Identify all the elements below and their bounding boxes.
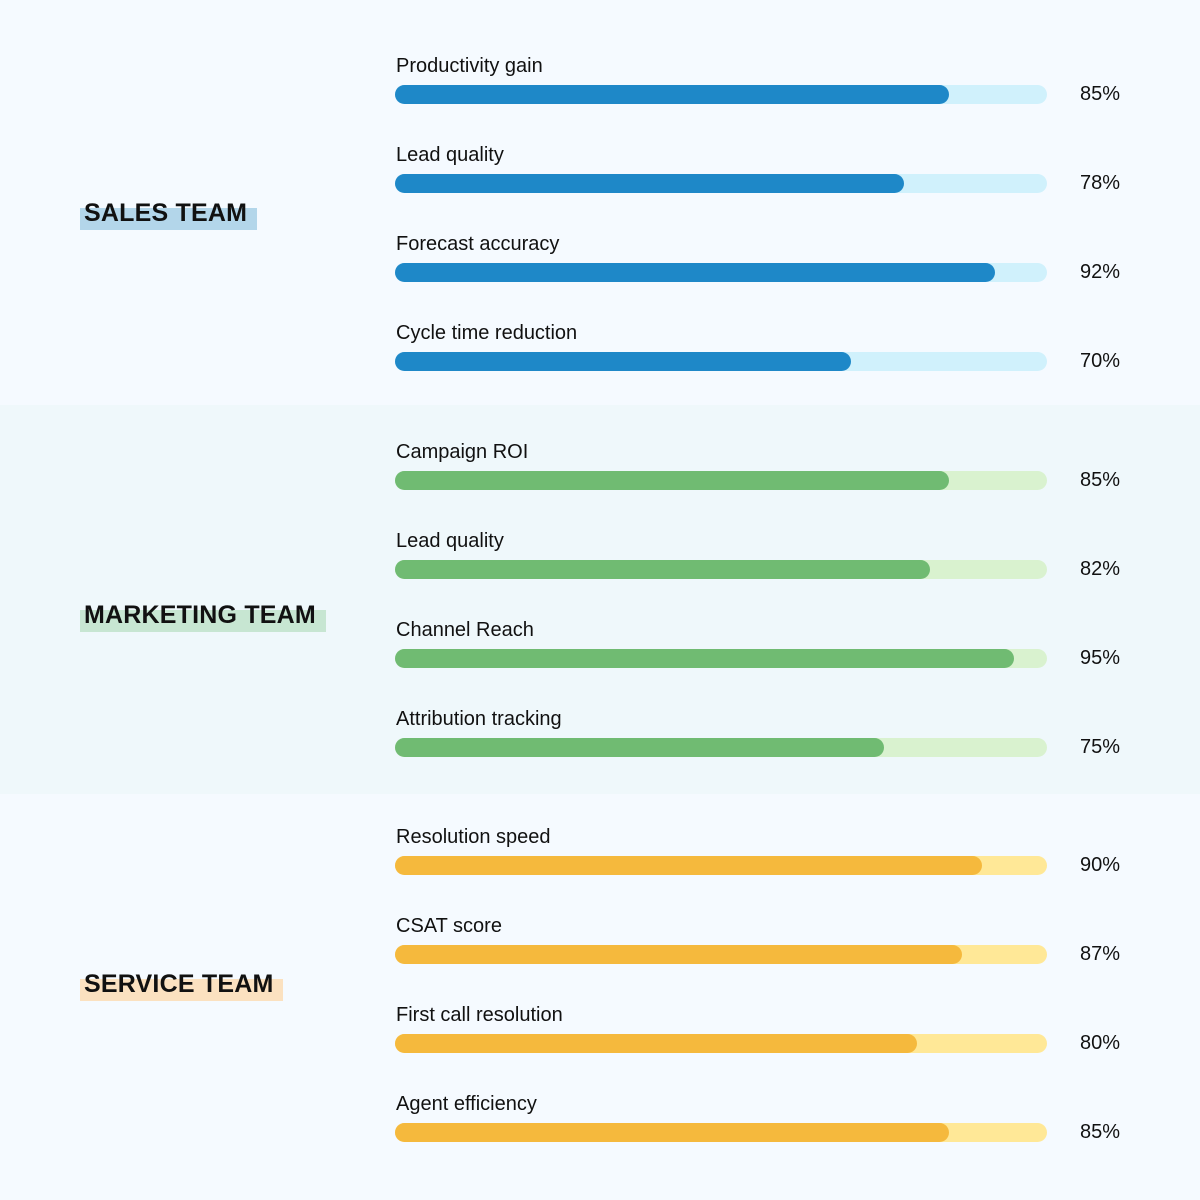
- metric-name: Lead quality: [396, 144, 504, 166]
- bar-fill: [395, 263, 995, 282]
- bar-fill: [395, 174, 904, 193]
- bar-track: [395, 263, 1047, 282]
- sales-section: SALES TEAM Productivity gain 85% Lead qu…: [0, 0, 1200, 405]
- bar-fill: [395, 1123, 950, 1142]
- bar-fill: [395, 352, 852, 371]
- metric-name: Productivity gain: [396, 55, 543, 77]
- metric-row: Productivity gain 85%: [395, 55, 1156, 116]
- bar-track: [395, 1034, 1047, 1053]
- metric-percent: 80%: [1080, 1032, 1121, 1054]
- bar-track: [395, 856, 1047, 875]
- marketing-section: MARKETING TEAM Campaign ROI 85% Lead qua…: [0, 405, 1200, 794]
- metric-row: Attribution tracking 75%: [395, 708, 1156, 769]
- bar-track: [395, 738, 1047, 757]
- metric-name: Campaign ROI: [396, 441, 529, 463]
- bar-track: [395, 560, 1047, 579]
- bar-fill: [395, 560, 930, 579]
- metric-row: First call resolution 80%: [395, 1004, 1156, 1065]
- bar-track: [395, 471, 1047, 490]
- metric-row: Lead quality 78%: [395, 144, 1156, 205]
- label-highlight: [80, 208, 258, 230]
- metric-percent: 85%: [1080, 469, 1121, 491]
- bar-fill: [395, 856, 982, 875]
- metric-name: Agent efficiency: [396, 1093, 537, 1115]
- metric-percent: 75%: [1080, 736, 1121, 758]
- metric-percent: 92%: [1080, 261, 1121, 283]
- metric-row: Agent efficiency 85%: [395, 1093, 1156, 1154]
- bar-fill: [395, 85, 950, 104]
- metric-name: Forecast accuracy: [396, 233, 560, 255]
- metric-percent: 95%: [1080, 647, 1121, 669]
- metric-name: Channel Reach: [396, 619, 534, 641]
- bar-track: [395, 352, 1047, 371]
- bar-fill: [395, 738, 884, 757]
- bar-track: [395, 1123, 1047, 1142]
- metric-percent: 78%: [1080, 172, 1121, 194]
- label-highlight: [80, 610, 326, 632]
- metric-row: Forecast accuracy 92%: [395, 233, 1156, 294]
- metric-row: Channel Reach 95%: [395, 619, 1156, 680]
- label-highlight: [80, 979, 284, 1001]
- metric-name: CSAT score: [396, 915, 502, 937]
- metric-percent: 70%: [1080, 350, 1121, 372]
- bar-fill: [395, 945, 963, 964]
- metric-percent: 82%: [1080, 558, 1121, 580]
- metric-percent: 90%: [1080, 854, 1121, 876]
- metric-name: First call resolution: [396, 1004, 563, 1026]
- bar-track: [395, 85, 1047, 104]
- metric-name: Lead quality: [396, 530, 504, 552]
- metric-name: Resolution speed: [396, 826, 551, 848]
- sales-team-label: SALES TEAM: [80, 201, 258, 230]
- bar-fill: [395, 1034, 917, 1053]
- bar-fill: [395, 471, 950, 490]
- service-section: SERVICE TEAM Resolution speed 90% CSAT s…: [0, 794, 1200, 1200]
- metric-row: Campaign ROI 85%: [395, 441, 1156, 502]
- bar-fill: [395, 649, 1015, 668]
- service-team-label: SERVICE TEAM: [80, 972, 284, 1001]
- metric-row: CSAT score 87%: [395, 915, 1156, 976]
- marketing-team-label: MARKETING TEAM: [80, 603, 326, 632]
- bar-track: [395, 649, 1047, 668]
- bar-track: [395, 174, 1047, 193]
- metric-name: Attribution tracking: [396, 708, 562, 730]
- metric-percent: 85%: [1080, 83, 1121, 105]
- metric-row: Cycle time reduction 70%: [395, 322, 1156, 383]
- metric-name: Cycle time reduction: [396, 322, 578, 344]
- metric-percent: 85%: [1080, 1121, 1121, 1143]
- metric-row: Resolution speed 90%: [395, 826, 1156, 887]
- metric-percent: 87%: [1080, 943, 1121, 965]
- metric-row: Lead quality 82%: [395, 530, 1156, 591]
- bar-track: [395, 945, 1047, 964]
